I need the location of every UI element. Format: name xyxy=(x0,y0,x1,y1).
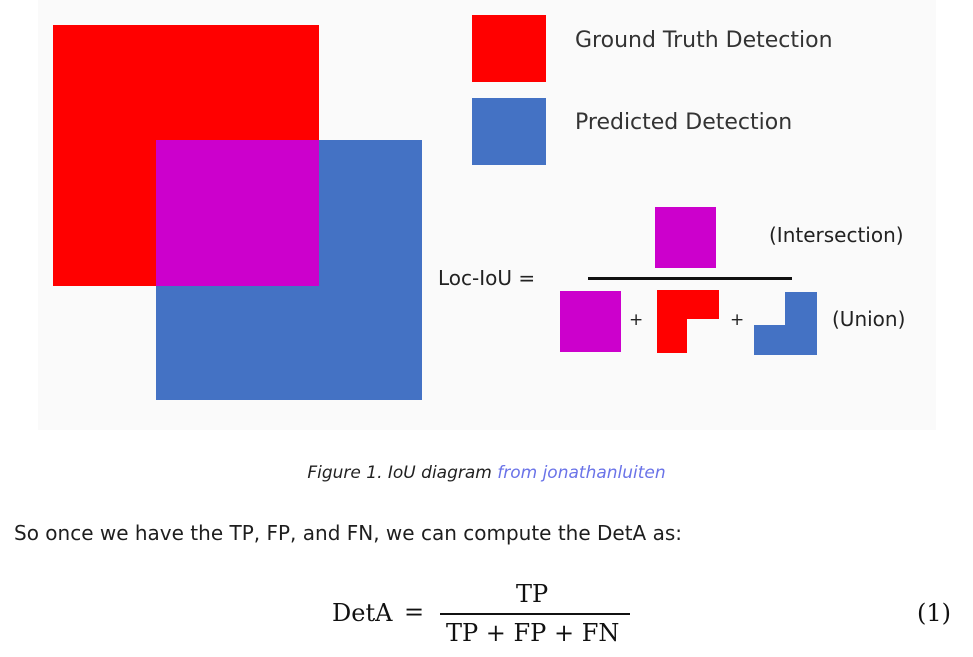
union-label: (Union) xyxy=(832,307,906,331)
legend-swatch-predicted xyxy=(472,98,546,165)
intersection-label: (Intersection) xyxy=(769,223,904,247)
equation-lhs: DetA xyxy=(332,599,392,627)
caption-text: Figure 1. IoU diagram xyxy=(307,463,498,483)
caption-source-link[interactable]: from jonathanluiten xyxy=(497,463,666,483)
equation-number: (1) xyxy=(917,599,951,627)
predicted-l-shape xyxy=(754,292,817,355)
fraction-bar xyxy=(588,277,792,280)
legend-swatch-ground-truth xyxy=(472,15,546,82)
plus-sign: + xyxy=(730,310,745,330)
intersection-box xyxy=(156,140,319,286)
legend-label-predicted: Predicted Detection xyxy=(575,110,793,135)
plus-sign: + xyxy=(629,310,644,330)
denominator-intersection-square xyxy=(560,291,621,352)
numerator-intersection-square xyxy=(655,207,716,268)
legend-label-ground-truth: Ground Truth Detection xyxy=(575,28,833,53)
deta-symbol: DetA xyxy=(332,599,393,627)
ground-truth-l-shape xyxy=(657,290,719,353)
loc-iou-label: Loc-IoU = xyxy=(438,266,536,290)
equation-fraction-bar xyxy=(440,613,630,615)
equation-denominator: TP + FP + FN xyxy=(446,619,620,647)
iou-figure: Ground Truth Detection Predicted Detecti… xyxy=(38,0,936,430)
equation-equals: = xyxy=(404,598,425,626)
equation-numerator: TP xyxy=(516,580,549,608)
figure-caption: Figure 1. IoU diagram from jonathanluite… xyxy=(0,463,973,483)
body-paragraph: So once we have the TP, FP, and FN, we c… xyxy=(14,521,682,545)
